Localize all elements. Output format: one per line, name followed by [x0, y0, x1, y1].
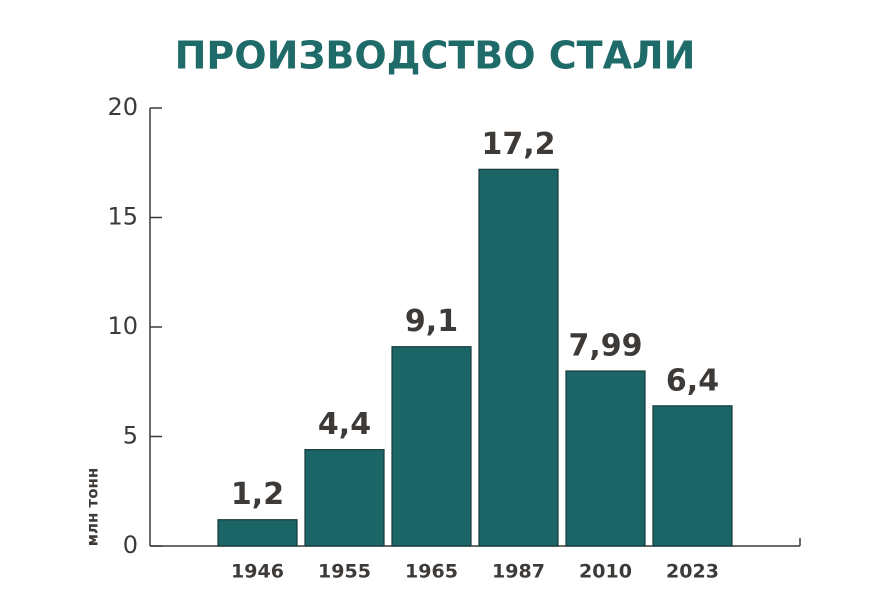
x-tick-label: 1955 — [318, 561, 371, 583]
y-axis-label: млн тонн — [84, 468, 102, 547]
value-label: 1,2 — [231, 477, 284, 512]
x-tick-label: 1946 — [231, 561, 284, 583]
value-label: 4,4 — [318, 407, 371, 442]
x-tick-label: 2010 — [579, 561, 632, 583]
x-tick-label: 1987 — [492, 561, 545, 583]
bar — [304, 449, 385, 547]
value-label: 9,1 — [405, 304, 458, 339]
chart-title: ПРОИЗВОДСТВО СТАЛИ — [175, 34, 696, 78]
x-tick-label: 2023 — [666, 561, 719, 583]
x-tick-label: 1965 — [405, 561, 458, 583]
y-tick-label: 10 — [107, 312, 138, 340]
y-tick-label: 20 — [107, 93, 138, 121]
bar — [565, 370, 646, 547]
value-label: 6,4 — [666, 363, 719, 398]
bar — [478, 168, 559, 547]
y-tick-label: 15 — [107, 203, 138, 231]
y-tick-label: 0 — [123, 531, 138, 559]
bar — [217, 519, 298, 547]
value-label: 17,2 — [481, 127, 555, 162]
y-tick-label: 5 — [123, 422, 138, 450]
bar — [652, 405, 733, 547]
value-label: 7,99 — [568, 329, 642, 364]
bar — [391, 346, 472, 547]
